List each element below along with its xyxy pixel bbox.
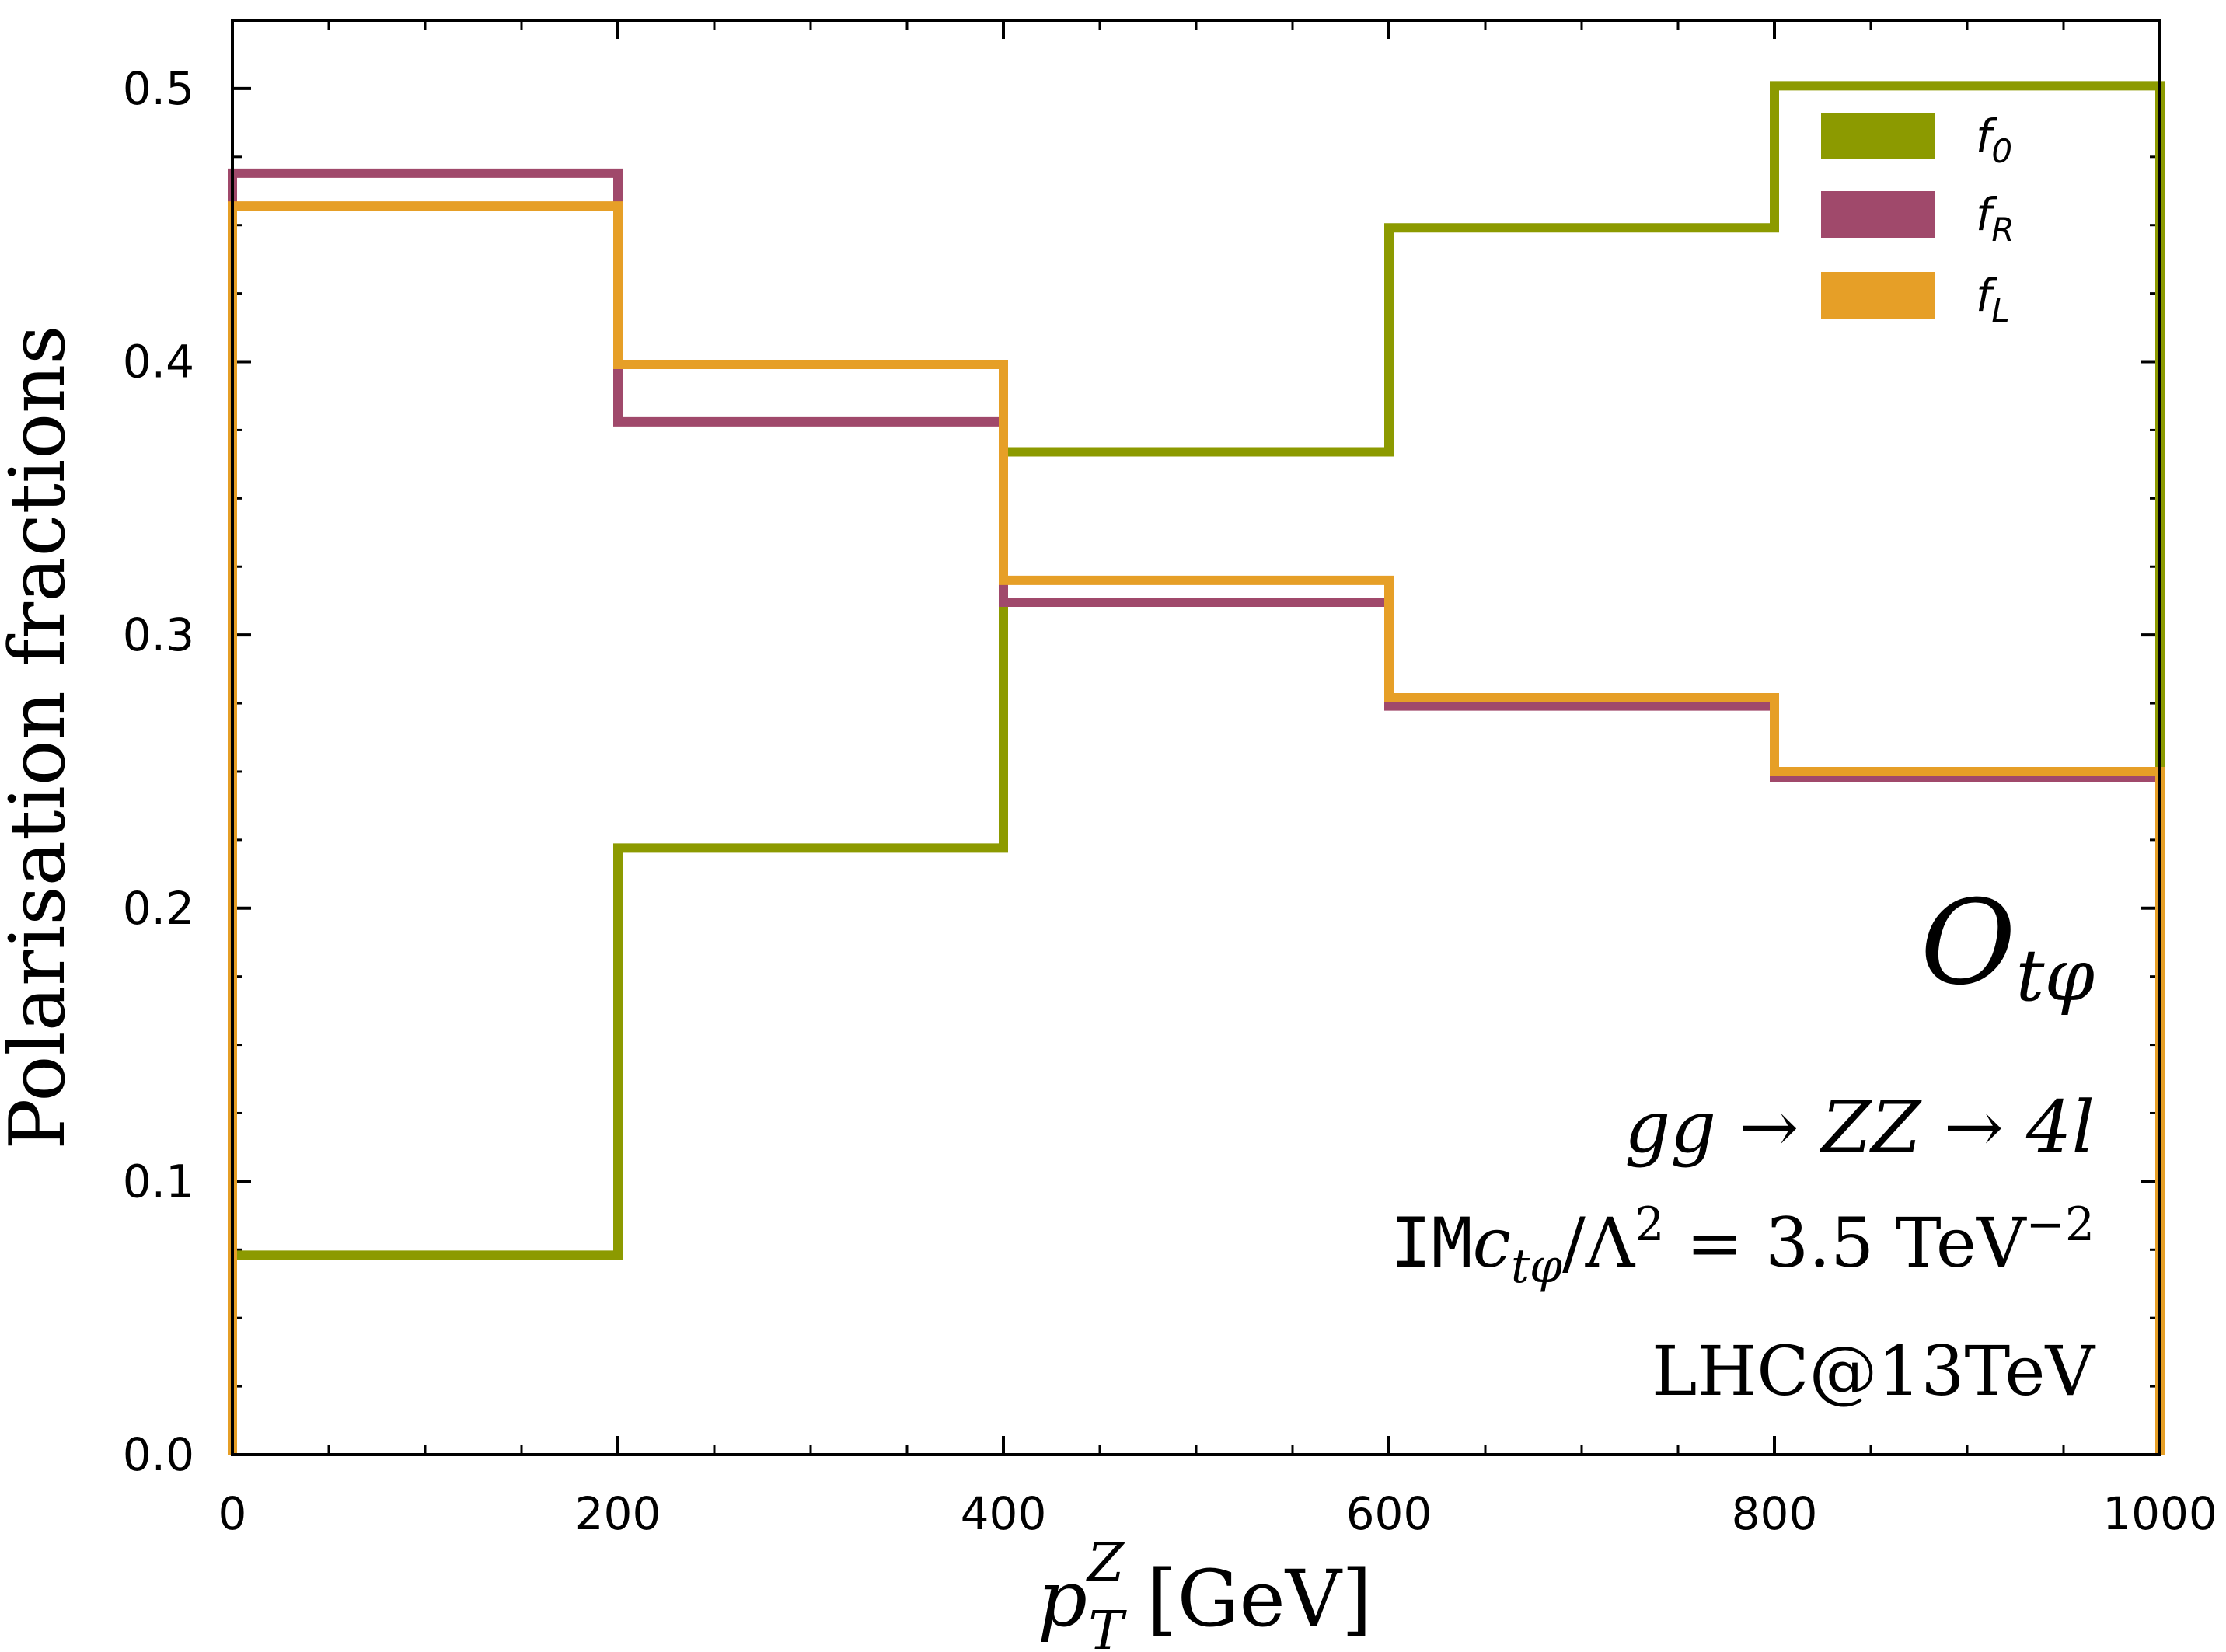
process-label: gg → ZZ → 4l <box>1624 1086 2095 1169</box>
plot-frame <box>231 19 2161 1456</box>
operator-label: Otφ <box>1921 876 2095 1017</box>
x-tick-label: 600 <box>1346 1487 1432 1540</box>
y-tick-label: 0.0 <box>123 1428 194 1481</box>
legend-swatch-f0 <box>1821 113 1935 159</box>
tick-labels: 0 200 400 600 800 1000 0.0 0.1 0.2 0.3 0.4 0.5 <box>123 62 2217 1540</box>
annotations: Otφ gg → ZZ → 4l IMctφ/Λ2 = 3.5 TeV−2 LH… <box>1390 876 2096 1411</box>
y-axis-label: Polarisation fractions <box>0 325 82 1149</box>
legend-swatch-fL <box>1821 272 1935 319</box>
series-layer <box>228 81 2165 1455</box>
x-tick-label: 800 <box>1732 1487 1818 1540</box>
collider-label: LHC@13TeV <box>1652 1331 2095 1411</box>
y-tick-label: 0.2 <box>123 882 194 935</box>
x-tick-label: 1000 <box>2102 1487 2217 1540</box>
legend-swatch-fR <box>1821 191 1935 238</box>
y-tick-label: 0.5 <box>123 62 194 115</box>
series-line-fR <box>228 168 2165 1455</box>
y-tick-label: 0.3 <box>123 608 194 661</box>
x-tick-label: 0 <box>218 1487 247 1540</box>
y-tick-label: 0.1 <box>123 1155 194 1208</box>
x-axis-label: pZ T [GeV] <box>1038 1532 1372 1652</box>
legend: f0 fR fL <box>1821 110 2015 329</box>
series-line-fL <box>228 201 2165 1455</box>
series-line-f0 <box>228 81 2165 1455</box>
x-tick-label: 400 <box>961 1487 1047 1540</box>
x-tick-label: 200 <box>575 1487 661 1540</box>
y-tick-label: 0.4 <box>123 336 194 389</box>
coupling-label: IMctφ/Λ2 = 3.5 TeV−2 <box>1390 1197 2095 1294</box>
